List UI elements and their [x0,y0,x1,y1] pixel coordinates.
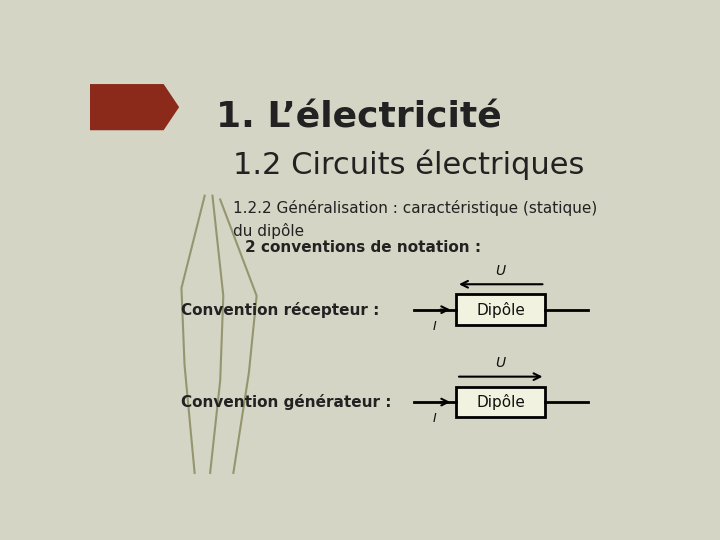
Text: U: U [495,264,506,278]
Text: 2 conventions de notation :: 2 conventions de notation : [245,240,481,255]
Text: I: I [433,412,436,425]
Text: Dipôle: Dipôle [477,302,525,318]
Text: U: U [495,356,506,370]
Text: I: I [433,320,436,333]
Text: 1.2.2 Généralisation : caractéristique (statique)
du dipôle: 1.2.2 Généralisation : caractéristique (… [233,200,598,239]
Text: 1.2 Circuits électriques: 1.2 Circuits électriques [233,150,585,180]
Bar [456,387,545,417]
Text: Dipôle: Dipôle [477,394,525,410]
Bar [456,294,545,325]
Polygon shape [90,84,179,130]
Text: 1. L’électricité: 1. L’électricité [215,100,501,134]
Text: Convention générateur :: Convention générateur : [181,394,392,410]
Text: Convention récepteur :: Convention récepteur : [181,302,380,318]
